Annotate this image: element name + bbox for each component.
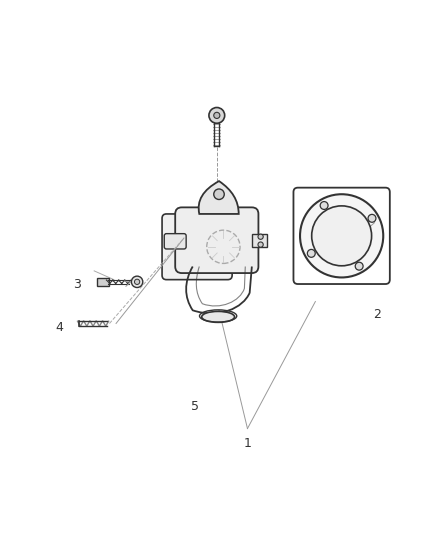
FancyBboxPatch shape bbox=[175, 207, 258, 273]
Circle shape bbox=[355, 262, 363, 270]
FancyBboxPatch shape bbox=[97, 278, 109, 286]
Circle shape bbox=[258, 234, 263, 239]
Circle shape bbox=[196, 227, 202, 232]
Circle shape bbox=[196, 244, 202, 250]
PathPatch shape bbox=[252, 233, 267, 247]
Text: 3: 3 bbox=[73, 278, 81, 290]
Circle shape bbox=[134, 279, 140, 285]
Circle shape bbox=[131, 276, 143, 287]
Circle shape bbox=[184, 231, 197, 245]
Circle shape bbox=[179, 244, 185, 250]
PathPatch shape bbox=[198, 181, 239, 214]
Circle shape bbox=[214, 189, 224, 199]
Circle shape bbox=[209, 108, 225, 123]
Text: 5: 5 bbox=[191, 400, 199, 413]
Circle shape bbox=[312, 206, 371, 266]
Text: 1: 1 bbox=[244, 438, 251, 450]
Circle shape bbox=[320, 201, 328, 209]
Circle shape bbox=[300, 194, 383, 278]
Circle shape bbox=[177, 224, 205, 252]
Ellipse shape bbox=[201, 311, 235, 322]
Circle shape bbox=[214, 112, 220, 118]
Circle shape bbox=[307, 249, 315, 257]
FancyBboxPatch shape bbox=[162, 214, 232, 280]
Circle shape bbox=[179, 227, 185, 232]
Text: 4: 4 bbox=[55, 321, 63, 334]
Circle shape bbox=[368, 214, 376, 222]
Text: 2: 2 bbox=[373, 308, 381, 321]
FancyBboxPatch shape bbox=[164, 233, 186, 249]
Circle shape bbox=[258, 242, 263, 247]
